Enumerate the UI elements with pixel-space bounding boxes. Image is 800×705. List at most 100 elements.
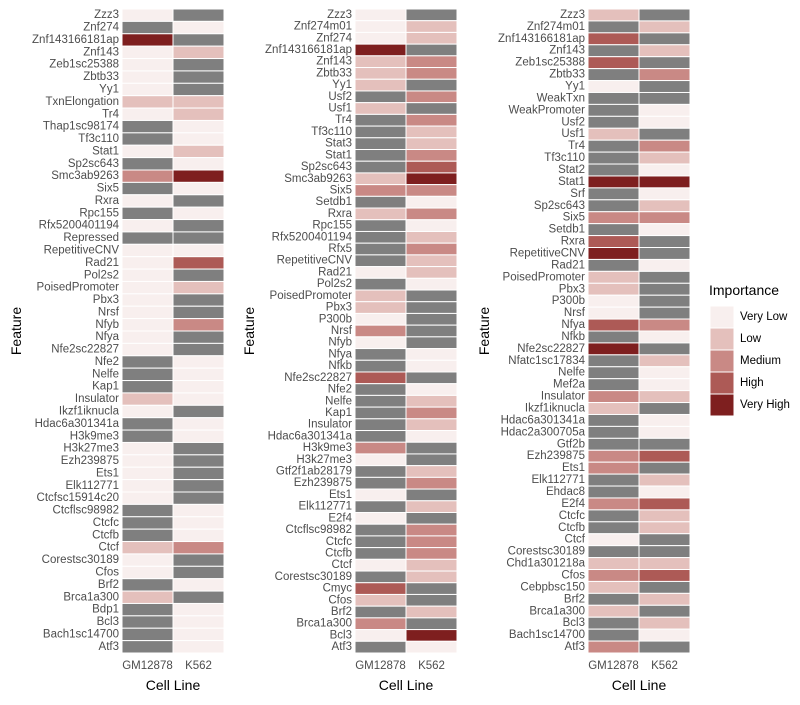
heatmap-cell: [405, 570, 458, 584]
y-tick-label: Znf143: [83, 46, 119, 58]
heatmap-cell: [121, 107, 174, 121]
heatmap-cell: [587, 139, 640, 153]
heatmap-cell: [638, 449, 691, 463]
y-tick-label: Atf3: [99, 641, 119, 653]
y-tick-label: Zzz3: [327, 9, 352, 21]
heatmap-cell: [638, 390, 691, 404]
heatmap-cell: [405, 160, 458, 174]
heatmap-cell: [638, 521, 691, 535]
heatmap-cell: [172, 342, 225, 357]
heatmap-cell: [587, 80, 640, 93]
y-tick-label: H3k27me3: [296, 454, 352, 466]
y-tick-label: Stat1: [325, 149, 352, 161]
heatmap-cell: [638, 20, 691, 34]
heatmap-cell: [587, 485, 640, 499]
heatmap-cell: [638, 270, 691, 284]
heatmap-cell: [172, 206, 225, 221]
y-tick-label: Brf2: [564, 593, 585, 605]
heatmap-cell: [638, 509, 691, 523]
heatmap-cell: [638, 163, 691, 177]
y-tick-label: Brca1a300: [529, 605, 585, 617]
heatmap-cell: [405, 430, 458, 443]
y-tick-label: Ets1: [96, 467, 119, 479]
y-tick-label: Rfx5: [328, 243, 352, 255]
heatmap-cell: [638, 223, 691, 237]
heatmap-cell: [638, 318, 691, 332]
y-tick-label: Nelfe: [558, 367, 585, 379]
y-tick-label: Nelfe: [325, 395, 352, 407]
y-tick-label: H3k9me3: [70, 430, 119, 442]
y-tick-label: Nrsf: [331, 325, 353, 337]
heatmap-cell: [405, 266, 458, 279]
y-tick-label: Zeb1sc25388: [49, 59, 119, 71]
y-tick-label: Nelfe: [92, 368, 119, 380]
heatmap-cell: [172, 243, 225, 258]
x-axis-title: Cell Line: [612, 677, 667, 693]
heatmap-cell: [121, 280, 174, 295]
heatmap-cell: [354, 570, 407, 584]
y-tick-label: Rxra: [95, 195, 120, 207]
heatmap-cell: [587, 640, 640, 654]
y-tick-label: Rxra: [561, 236, 586, 248]
heatmap-cell: [172, 441, 225, 456]
heatmap-cell: [172, 503, 225, 518]
heatmap-cell: [405, 359, 458, 373]
heatmap-cell: [121, 82, 174, 97]
y-tick-label: WeakTxn: [537, 92, 585, 104]
heatmap-cell: [405, 43, 458, 57]
y-tick-label: Pbx3: [93, 294, 119, 306]
heatmap-cell: [121, 640, 174, 654]
x-tick-label: GM12878: [122, 660, 173, 672]
heatmap-cell: [354, 31, 407, 45]
legend-label: Very High: [740, 399, 790, 411]
y-tick-label: Znf143166181ap: [265, 44, 352, 56]
y-tick-label: RepetitiveCNV: [510, 247, 586, 259]
heatmap-cell: [121, 33, 174, 47]
y-tick-label: Brca1a300: [296, 618, 352, 630]
y-tick-label: Hdac2a300705a: [501, 426, 586, 438]
y-tick-label: Ikzf1iknucla: [525, 403, 586, 415]
heatmap-cell: [587, 521, 640, 535]
heatmap-cell: [638, 294, 691, 308]
y-tick-label: PoisedPromoter: [503, 271, 586, 283]
heatmap-cell: [354, 605, 407, 619]
heatmap-cell: [638, 402, 691, 415]
y-tick-label: Ezh239875: [294, 477, 352, 489]
heatmap-cell: [172, 404, 225, 419]
y-tick-label: WeakPromoter: [509, 104, 586, 116]
heatmap-cell: [587, 461, 640, 475]
heatmap-cell: [587, 318, 640, 332]
heatmap-cell: [172, 33, 225, 47]
heatmap-cell: [121, 466, 174, 481]
y-tick-label: Setdb1: [316, 196, 352, 208]
y-tick-label: TxnElongation: [45, 96, 119, 108]
y-tick-label: Pbx3: [326, 302, 352, 314]
heatmap-cell: [354, 523, 407, 537]
y-tick-label: Ctcfb: [92, 529, 119, 541]
heatmap-cell: [405, 441, 458, 455]
heatmap-cell: [405, 137, 458, 151]
heatmap-cell: [405, 184, 458, 197]
y-tick-label: Tr4: [102, 108, 119, 120]
heatmap-cell: [354, 219, 407, 232]
heatmap-cell: [121, 8, 174, 22]
heatmap-cell: [638, 557, 691, 571]
y-tick-label: Ctcfc: [559, 510, 585, 522]
heatmap-cell: [587, 342, 640, 356]
heatmap-cell: [354, 500, 407, 513]
heatmap-cell: [354, 43, 407, 57]
heatmap-cell: [405, 383, 458, 396]
heatmap-cell: [172, 466, 225, 481]
heatmap-cell: [121, 268, 174, 282]
heatmap-cell: [121, 503, 174, 518]
heatmap-cell: [638, 247, 691, 260]
y-tick-label: Rfx5200401194: [272, 231, 353, 243]
heatmap-cell: [405, 336, 458, 350]
heatmap-cell: [587, 103, 640, 117]
heatmap-cell: [405, 418, 458, 432]
heatmap-cell: [121, 206, 174, 221]
x-tick-label: K562: [185, 660, 212, 672]
heatmap-cell: [405, 207, 458, 221]
y-tick-label: Nfyb: [328, 337, 352, 349]
heatmap-cell: [354, 289, 407, 303]
